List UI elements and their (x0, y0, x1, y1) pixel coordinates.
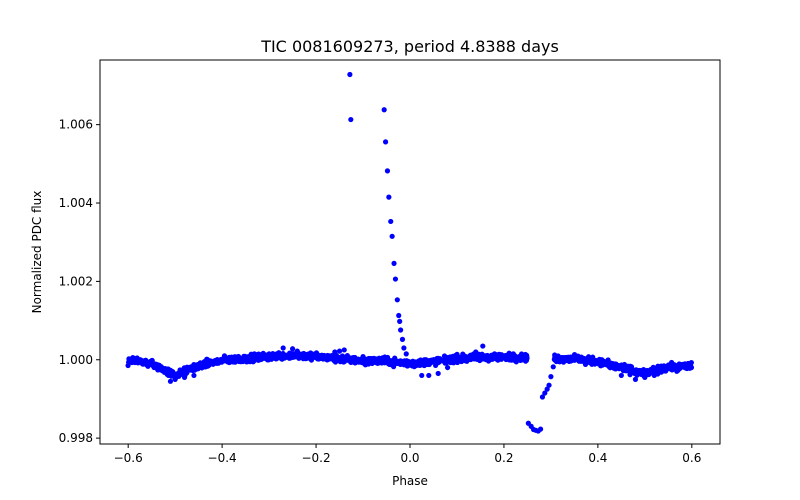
data-point (548, 374, 554, 380)
data-point (386, 194, 392, 200)
x-axis-title: Phase (392, 474, 428, 488)
x-tick-label: −0.4 (208, 451, 237, 465)
y-axis-title: Normalized PDC flux (30, 191, 44, 314)
data-point (542, 390, 548, 396)
y-tick-label: 1.000 (59, 353, 93, 367)
data-point (419, 372, 425, 379)
y-tick-label: 1.006 (59, 118, 93, 132)
data-point (544, 386, 550, 392)
data-point (537, 426, 544, 432)
x-tick-label: −0.6 (114, 451, 143, 465)
data-point (444, 364, 451, 371)
data-point (391, 260, 397, 266)
data-point (435, 370, 441, 377)
data-point (332, 349, 338, 355)
data-point (539, 394, 546, 400)
data-point (336, 348, 343, 354)
y-axis-ticks: 0.998 1.000 1.002 1.004 1.006 (59, 118, 100, 445)
data-point (341, 347, 347, 353)
data-point (392, 276, 399, 282)
data-point (399, 336, 406, 342)
x-tick-label: −0.2 (301, 451, 330, 465)
data-point (388, 218, 394, 225)
data-points (125, 71, 695, 434)
data-point (632, 376, 639, 382)
data-point (403, 351, 409, 357)
data-point (394, 297, 400, 303)
data-point (398, 327, 404, 333)
data-point (360, 354, 366, 360)
data-point (389, 233, 395, 239)
y-tick-label: 1.004 (59, 196, 93, 210)
data-point (384, 168, 391, 174)
data-point (426, 372, 432, 379)
data-point (491, 351, 498, 357)
data-point (348, 116, 354, 123)
data-point (642, 374, 648, 380)
data-point (167, 378, 174, 384)
plot-frame (99, 59, 721, 445)
data-point (191, 372, 197, 379)
data-point (181, 374, 188, 380)
data-point (688, 360, 694, 366)
data-point (294, 348, 300, 354)
y-tick-label: 1.002 (59, 274, 93, 288)
data-point (688, 364, 695, 371)
x-tick-label: 0.6 (682, 451, 701, 465)
data-point (396, 312, 402, 319)
data-point (550, 364, 556, 370)
data-point (401, 345, 407, 351)
x-tick-label: 0.4 (588, 451, 607, 465)
data-point (266, 351, 272, 357)
data-point (289, 346, 296, 352)
x-tick-label: 0.0 (400, 451, 419, 465)
data-point (473, 349, 479, 355)
data-point (524, 355, 530, 361)
data-point (280, 345, 286, 351)
data-point (397, 318, 403, 324)
data-point (651, 372, 657, 379)
data-point (347, 71, 353, 78)
x-axis-ticks: −0.6 −0.4 −0.2 0.0 0.2 0.4 0.6 (114, 444, 701, 465)
data-point (618, 372, 624, 379)
data-point (381, 107, 387, 113)
chart-title: TIC 0081609273, period 4.8388 days (260, 37, 559, 56)
data-point (480, 343, 486, 349)
data-point (510, 351, 516, 357)
x-tick-label: 0.2 (494, 451, 513, 465)
data-point (172, 376, 178, 382)
data-point (546, 382, 552, 388)
data-point (382, 139, 389, 145)
y-tick-label: 0.998 (59, 431, 93, 445)
